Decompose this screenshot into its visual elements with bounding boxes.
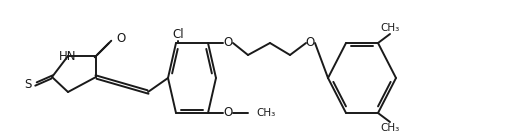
Text: S: S bbox=[24, 79, 32, 92]
Text: CH₃: CH₃ bbox=[256, 108, 275, 118]
Text: CH₃: CH₃ bbox=[380, 123, 400, 133]
Text: O: O bbox=[305, 36, 315, 49]
Text: O: O bbox=[224, 106, 233, 119]
Text: O: O bbox=[116, 32, 125, 45]
Text: HN: HN bbox=[59, 49, 77, 62]
Text: Cl: Cl bbox=[172, 28, 184, 42]
Text: O: O bbox=[224, 36, 233, 49]
Text: CH₃: CH₃ bbox=[380, 23, 400, 33]
